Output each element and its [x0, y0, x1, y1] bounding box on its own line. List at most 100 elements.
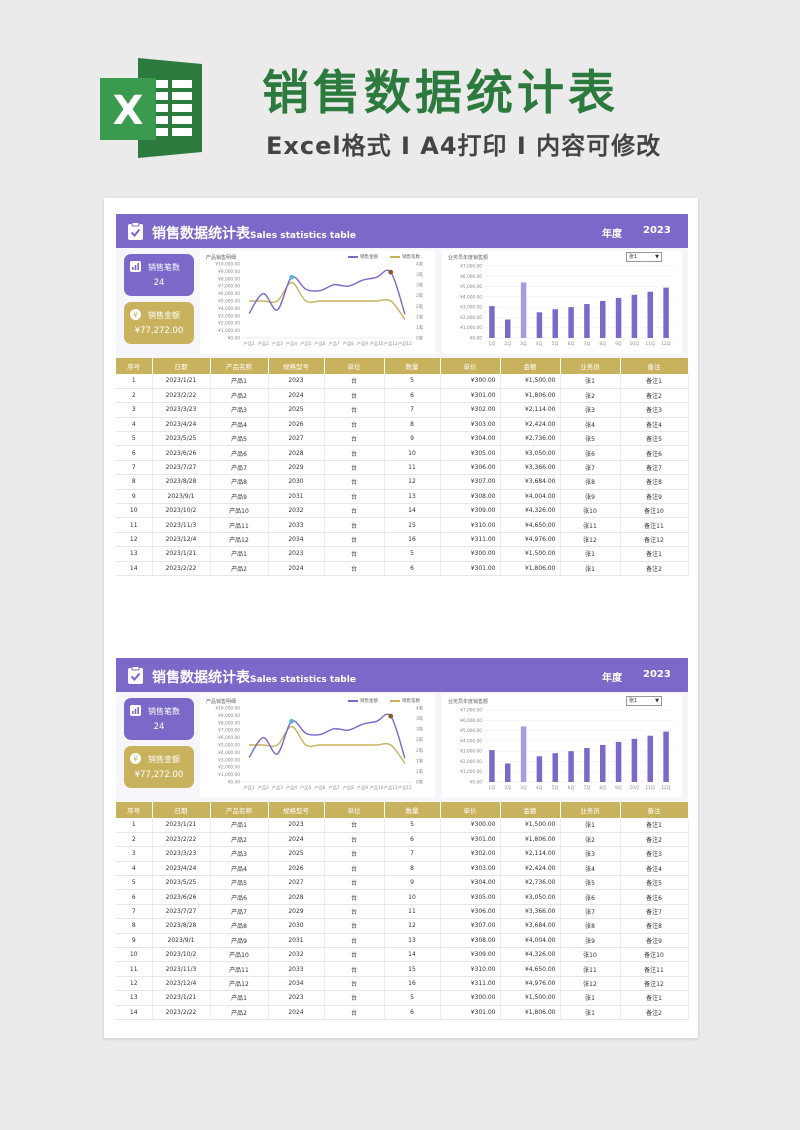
table-cell[interactable]: 产品1 [210, 546, 269, 562]
table-cell[interactable]: 产品3 [210, 846, 269, 862]
table-cell[interactable]: ¥301.00 [440, 388, 501, 404]
table-cell[interactable]: ¥3,684.00 [500, 474, 561, 490]
table-cell[interactable]: 2023 [268, 374, 325, 389]
table-cell[interactable]: 张12 [560, 532, 621, 548]
table-cell[interactable]: 备注2 [620, 1005, 689, 1020]
table-cell[interactable]: 5 [116, 875, 153, 891]
table-cell[interactable]: 产品8 [210, 474, 269, 490]
table-cell[interactable]: 2 [116, 832, 153, 848]
table-cell[interactable]: 台 [324, 546, 385, 562]
table-cell[interactable]: 2023/11/3 [152, 961, 211, 977]
year-value[interactable]: 2023 [643, 225, 671, 236]
table-cell[interactable]: 张5 [560, 875, 621, 891]
table-cell[interactable]: ¥1,806.00 [500, 1005, 561, 1020]
table-cell[interactable]: 2023/12/4 [152, 976, 211, 992]
table-cell[interactable]: 台 [324, 832, 385, 848]
table-cell[interactable]: 2023/1/21 [152, 546, 211, 562]
table-cell[interactable]: 13 [116, 546, 153, 562]
table-cell[interactable]: ¥310.00 [440, 961, 501, 977]
table-cell[interactable]: ¥304.00 [440, 431, 501, 447]
table-cell[interactable]: 2026 [268, 417, 325, 433]
table-cell[interactable]: ¥1,500.00 [500, 374, 561, 389]
table-cell[interactable]: 9 [384, 875, 441, 891]
table-cell[interactable]: 产品4 [210, 417, 269, 433]
table-cell[interactable]: ¥3,050.00 [500, 889, 561, 905]
table-cell[interactable]: 9 [384, 431, 441, 447]
table-cell[interactable]: 台 [324, 875, 385, 891]
table-cell[interactable]: 12 [384, 918, 441, 934]
table-cell[interactable]: 10 [384, 889, 441, 905]
table-cell[interactable]: 台 [324, 846, 385, 862]
table-cell[interactable]: ¥307.00 [440, 474, 501, 490]
table-cell[interactable]: ¥311.00 [440, 976, 501, 992]
table-cell[interactable]: 备注6 [620, 445, 689, 461]
table-cell[interactable]: ¥311.00 [440, 532, 501, 548]
table-cell[interactable]: 12 [116, 976, 153, 992]
table-cell[interactable]: 备注8 [620, 474, 689, 490]
table-cell[interactable]: 台 [324, 532, 385, 548]
table-cell[interactable]: 张6 [560, 889, 621, 905]
table-cell[interactable]: 备注1 [620, 546, 689, 562]
table-cell[interactable]: 1 [116, 374, 153, 389]
table-cell[interactable]: 张7 [560, 460, 621, 476]
table-cell[interactable]: 产品3 [210, 402, 269, 418]
table-cell[interactable]: ¥303.00 [440, 861, 501, 877]
table-cell[interactable]: 产品5 [210, 875, 269, 891]
table-cell[interactable]: 张3 [560, 402, 621, 418]
table-cell[interactable]: ¥307.00 [440, 918, 501, 934]
table-cell[interactable]: 7 [116, 460, 153, 476]
table-cell[interactable]: 2023/4/24 [152, 861, 211, 877]
table-cell[interactable]: ¥4,326.00 [500, 947, 561, 963]
table-cell[interactable]: 台 [324, 904, 385, 920]
table-cell[interactable]: 台 [324, 489, 385, 505]
table-cell[interactable]: 台 [324, 961, 385, 977]
table-cell[interactable]: ¥301.00 [440, 832, 501, 848]
table-cell[interactable]: 9 [116, 933, 153, 949]
table-cell[interactable]: 备注5 [620, 875, 689, 891]
table-cell[interactable]: 2023 [268, 546, 325, 562]
table-cell[interactable]: ¥301.00 [440, 1005, 501, 1020]
table-cell[interactable]: 台 [324, 889, 385, 905]
table-cell[interactable]: 台 [324, 861, 385, 877]
table-cell[interactable]: 2027 [268, 875, 325, 891]
table-cell[interactable]: 备注3 [620, 402, 689, 418]
table-cell[interactable]: 台 [324, 1005, 385, 1020]
table-cell[interactable]: 张6 [560, 445, 621, 461]
table-cell[interactable]: 2025 [268, 846, 325, 862]
table-cell[interactable]: 2031 [268, 933, 325, 949]
table-cell[interactable]: ¥301.00 [440, 561, 501, 576]
table-cell[interactable]: 台 [324, 474, 385, 490]
table-cell[interactable]: 7 [116, 904, 153, 920]
table-cell[interactable]: 备注11 [620, 517, 689, 533]
table-cell[interactable]: 张1 [560, 818, 621, 833]
table-cell[interactable]: 产品1 [210, 374, 269, 389]
table-cell[interactable]: 5 [384, 990, 441, 1006]
table-cell[interactable]: 2024 [268, 1005, 325, 1020]
table-cell[interactable]: 2023/5/25 [152, 875, 211, 891]
table-cell[interactable]: ¥300.00 [440, 990, 501, 1006]
table-cell[interactable]: ¥1,500.00 [500, 546, 561, 562]
table-cell[interactable]: 产品12 [210, 532, 269, 548]
salesperson-select[interactable]: 张1 ▼ [626, 696, 662, 706]
table-cell[interactable]: 产品11 [210, 517, 269, 533]
table-cell[interactable]: 14 [116, 1005, 153, 1020]
table-cell[interactable]: 备注12 [620, 532, 689, 548]
table-cell[interactable]: 备注7 [620, 904, 689, 920]
table-cell[interactable]: 台 [324, 503, 385, 519]
table-cell[interactable]: 2024 [268, 561, 325, 576]
table-cell[interactable]: 2023/6/26 [152, 445, 211, 461]
table-cell[interactable]: ¥2,114.00 [500, 846, 561, 862]
table-cell[interactable]: 2028 [268, 445, 325, 461]
table-cell[interactable]: 张1 [560, 1005, 621, 1020]
table-cell[interactable]: ¥4,976.00 [500, 976, 561, 992]
table-cell[interactable]: 8 [384, 861, 441, 877]
table-cell[interactable]: 7 [384, 846, 441, 862]
table-cell[interactable]: ¥4,004.00 [500, 933, 561, 949]
table-cell[interactable]: 台 [324, 947, 385, 963]
table-cell[interactable]: 产品10 [210, 947, 269, 963]
table-cell[interactable]: 产品7 [210, 460, 269, 476]
table-cell[interactable]: 台 [324, 990, 385, 1006]
year-value[interactable]: 2023 [643, 669, 671, 680]
table-cell[interactable]: ¥305.00 [440, 889, 501, 905]
table-cell[interactable]: 2023/7/27 [152, 904, 211, 920]
